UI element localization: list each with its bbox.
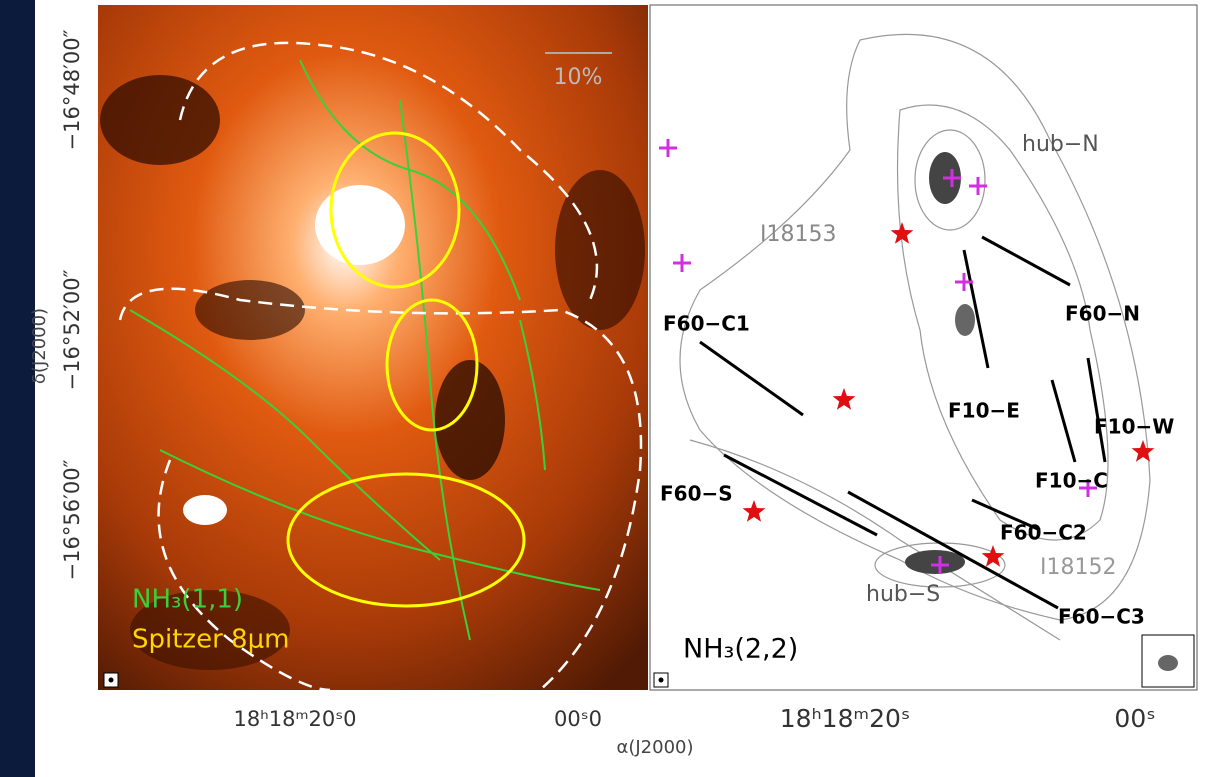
y-tick-label: −16°48′00″ <box>60 29 84 150</box>
annotation: F10−C <box>1035 469 1108 493</box>
figure: 10% NH₃(1,1) Spitzer 8μm hub−NI <box>0 0 1213 777</box>
x-tick-label: 00ˢ0 <box>554 707 602 731</box>
hub-s-core <box>905 550 965 574</box>
right-panel: hub−N I18153 F60−C1 F60−N F10−E F10−W F10−C F60… <box>650 5 1197 690</box>
panel-label: NH₃(2,2) <box>683 634 798 665</box>
annotation: F60−C1 <box>663 312 750 336</box>
left-panel: 10% NH₃(1,1) Spitzer 8μm <box>98 5 648 690</box>
annotation: F60−C3 <box>1058 605 1145 629</box>
annotation: I18152 <box>1040 555 1116 580</box>
dark-patch <box>100 75 220 165</box>
corner-dot <box>659 678 664 683</box>
legend-spitzer: Spitzer 8μm <box>132 625 289 655</box>
bright-region <box>315 185 405 265</box>
x-tick-label: 18ʰ18ᵐ20ˢ0 <box>234 707 357 731</box>
dark-patch <box>555 170 645 330</box>
annotation: I18153 <box>760 222 836 247</box>
y-axis-label: δ(J2000) <box>29 308 50 384</box>
x-axis-label: α(J2000) <box>616 737 693 758</box>
core <box>955 304 975 336</box>
annotation: F60−C2 <box>1000 521 1087 545</box>
legend-nh3: NH₃(1,1) <box>132 585 243 615</box>
bright-region <box>183 495 227 525</box>
dark-patch <box>435 360 505 480</box>
dark-patch <box>195 280 305 340</box>
y-tick-label: −16°52′00″ <box>60 269 84 390</box>
annotation: hub−N <box>1022 132 1099 157</box>
annotation: F10−W <box>1094 415 1174 439</box>
x-tick-label: 18ʰ18ᵐ20ˢ <box>780 704 910 733</box>
annotation: F10−E <box>948 399 1020 423</box>
beam <box>1158 655 1178 671</box>
scale-bar-label: 10% <box>554 65 603 90</box>
annotation: hub−S <box>866 582 940 607</box>
y-tick-label: −16°56′00″ <box>60 459 84 580</box>
annotation: F60−S <box>660 482 733 506</box>
x-tick-label: 00ˢ <box>1114 704 1155 733</box>
beam <box>109 678 114 683</box>
annotation: F60−N <box>1065 302 1140 326</box>
